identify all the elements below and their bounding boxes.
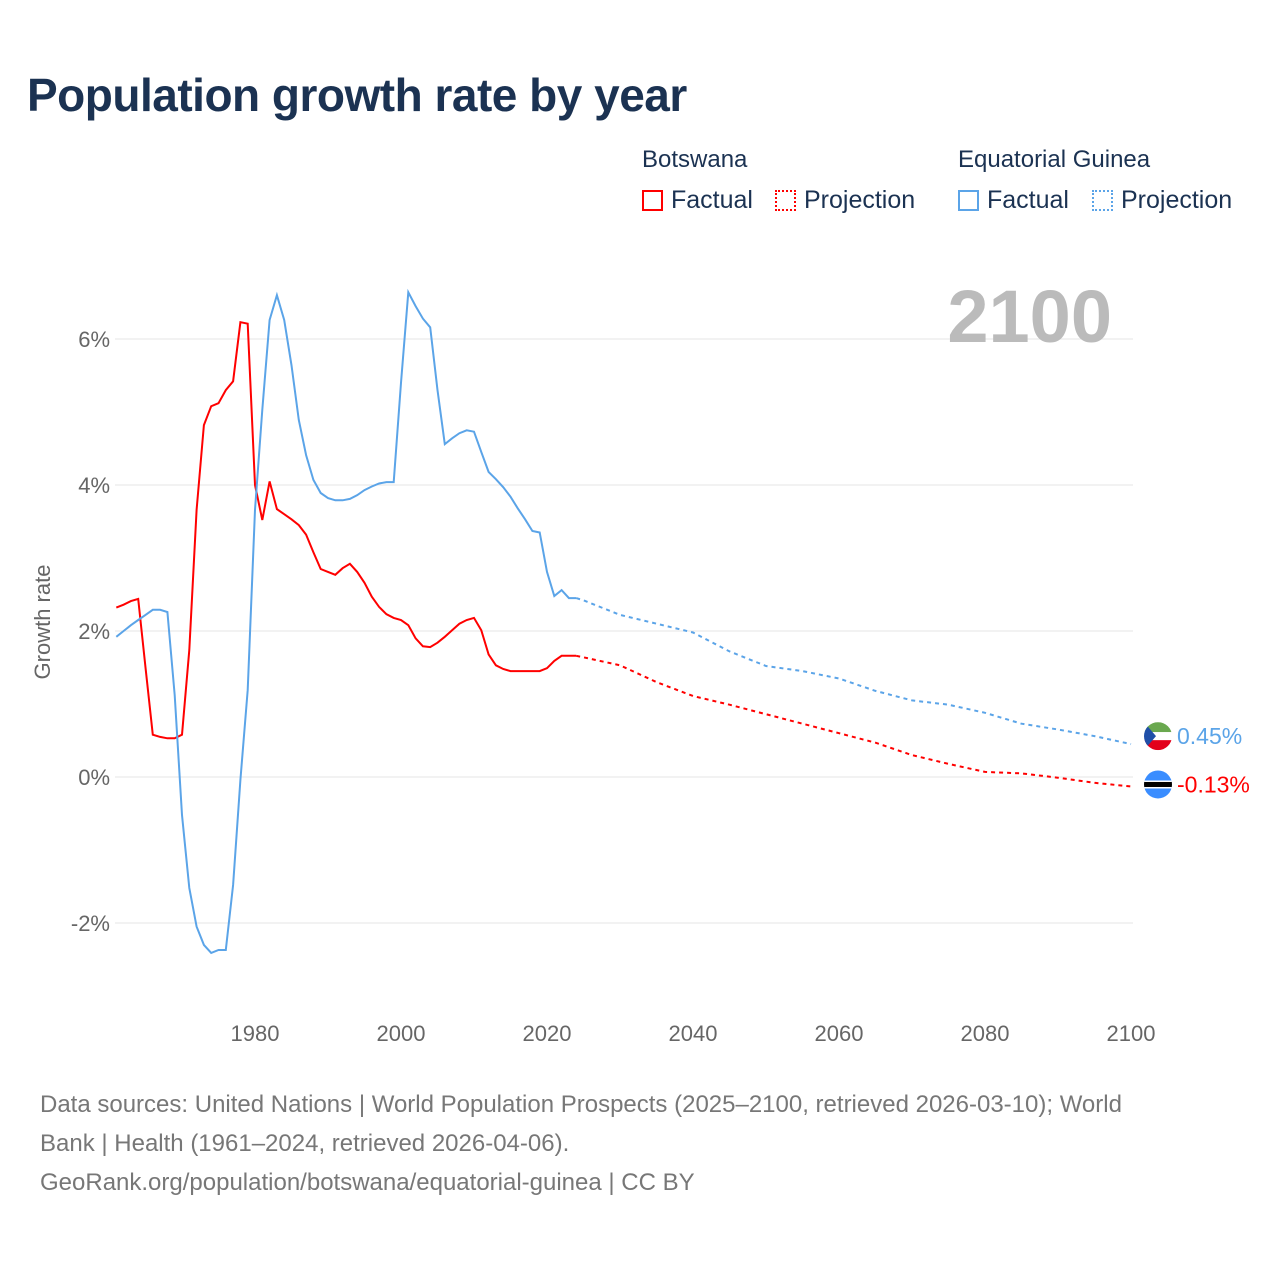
footer-attribution[interactable]: GeoRank.org/population/botswana/equatori… [40, 1169, 695, 1196]
legend-group-equatorial-guinea: Equatorial Guinea [958, 146, 1151, 173]
y-tick-label: 0% [78, 765, 110, 790]
y-tick-label: 6% [78, 327, 110, 352]
year-overlay: 2100 [947, 275, 1112, 358]
series-line-factual [115, 321, 577, 740]
x-tick-label: 2100 [1107, 1021, 1156, 1046]
legend-swatch [1092, 190, 1113, 211]
chart-title: Population growth rate by year [27, 69, 687, 121]
y-tick-label: 4% [78, 473, 110, 498]
end-value-label: 0.45% [1177, 723, 1242, 749]
legend-label: Factual [987, 186, 1069, 214]
legend-label: Projection [804, 186, 916, 214]
y-axis-label: Growth rate [30, 565, 55, 680]
footer-sources-1: Data sources: United Nations | World Pop… [40, 1091, 1122, 1118]
botswana-flag-icon [1144, 770, 1172, 799]
legend-eqg-factual[interactable]: Factual [958, 186, 1069, 215]
y-tick-label: 2% [78, 619, 110, 644]
legend-botswana-factual[interactable]: Factual [642, 186, 753, 215]
x-tick-label: 2040 [669, 1021, 718, 1046]
legend-swatch [958, 190, 979, 211]
end-value-label: -0.13% [1177, 771, 1250, 797]
series-line-projection [575, 654, 1132, 788]
legend-botswana-projection[interactable]: Projection [775, 186, 915, 215]
y-tick-label: -2% [71, 911, 110, 936]
legend-swatch [775, 190, 796, 211]
series-line-factual [115, 288, 577, 955]
equatorial-guinea-flag-icon [1144, 722, 1172, 751]
line-chart: -2% 0% 2% 4% 6% 1980 2000 2020 2040 2060 2080 2100 G… [30, 275, 1250, 1046]
x-tick-label: 2060 [815, 1021, 864, 1046]
x-tick-label: 2020 [523, 1021, 572, 1046]
legend-eqg-projection[interactable]: Projection [1092, 186, 1232, 215]
series-line-projection [575, 597, 1132, 746]
legend-swatch [642, 190, 663, 211]
x-tick-label: 1980 [231, 1021, 280, 1046]
legend-label: Factual [671, 186, 753, 214]
footer-sources-2: Bank | Health (1961–2024, retrieved 2026… [40, 1130, 570, 1157]
x-tick-label: 2080 [961, 1021, 1010, 1046]
legend-group-botswana: Botswana [642, 146, 748, 173]
legend-label: Projection [1121, 186, 1233, 214]
x-tick-label: 2000 [377, 1021, 426, 1046]
